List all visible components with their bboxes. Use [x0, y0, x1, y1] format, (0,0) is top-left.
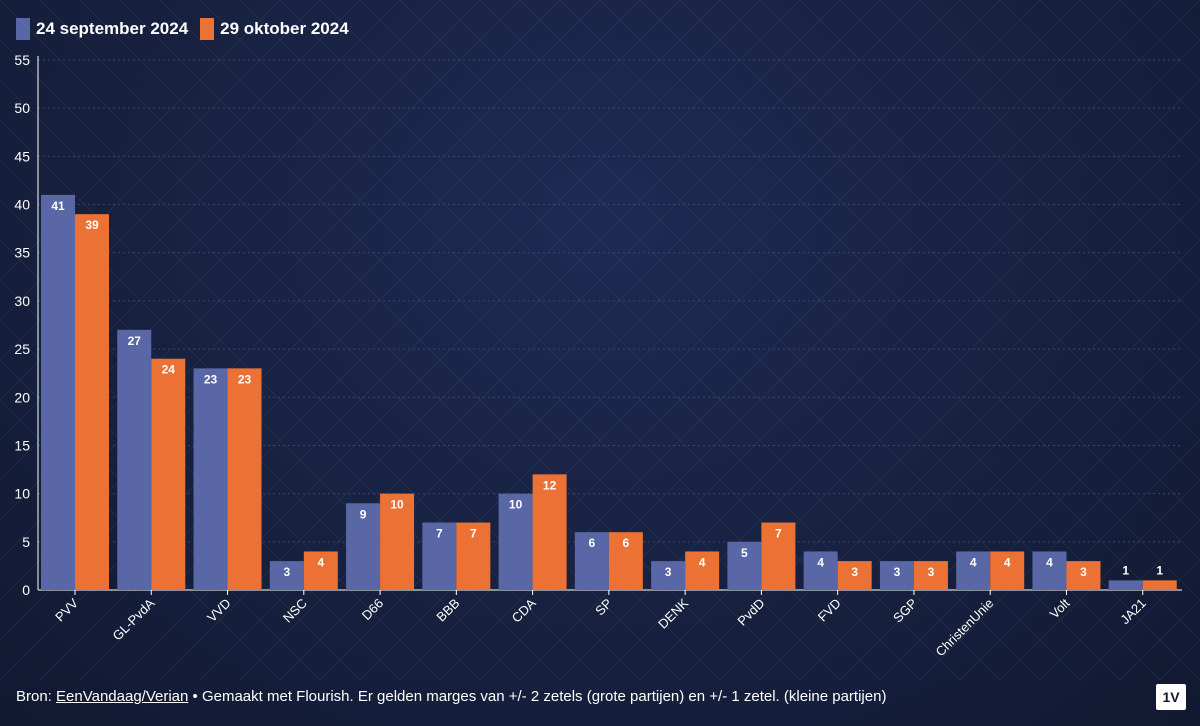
data-label: 10 — [390, 498, 404, 512]
x-category-label: Volt — [1047, 595, 1073, 621]
bar-1 — [803, 551, 838, 590]
bar-2 — [227, 368, 262, 590]
x-category-label: SP — [592, 596, 615, 619]
y-tick-label: 40 — [14, 197, 30, 213]
bar-2 — [685, 551, 720, 590]
eenvandaag-logo: 1V — [1156, 684, 1186, 710]
y-tick-label: 0 — [22, 582, 30, 598]
data-label: 3 — [851, 565, 858, 579]
data-label: 27 — [128, 334, 142, 348]
data-label: 6 — [589, 536, 596, 550]
bar-1 — [193, 368, 228, 590]
bar-2 — [990, 551, 1025, 590]
data-label: 5 — [741, 546, 748, 560]
x-category-label: ChristenUnie — [933, 596, 997, 660]
y-tick-label: 5 — [22, 534, 30, 550]
data-label: 4 — [817, 555, 824, 569]
bar-2 — [913, 561, 948, 590]
data-label: 4 — [1004, 555, 1011, 569]
y-tick-label: 30 — [14, 293, 30, 309]
legend-item-series-2[interactable]: 29 oktober 2024 — [200, 18, 349, 40]
bar-1 — [727, 541, 762, 590]
bar-2 — [151, 358, 186, 590]
data-label: 3 — [1080, 565, 1087, 579]
data-label: 3 — [928, 565, 935, 579]
x-category-label: SGP — [890, 596, 920, 626]
data-label: 10 — [509, 498, 523, 512]
y-tick-label: 35 — [14, 245, 30, 261]
bar-2 — [75, 214, 109, 590]
data-label: 4 — [1046, 555, 1053, 569]
bar-chart: 05101520253035404550554139PVV2724GL-PvdA… — [0, 0, 1200, 680]
bar-1 — [41, 194, 75, 590]
bar-2 — [837, 561, 872, 590]
data-label: 12 — [543, 478, 557, 492]
data-label: 7 — [470, 527, 477, 541]
data-label: 39 — [85, 218, 99, 232]
y-tick-label: 25 — [14, 341, 30, 357]
footer-text: • Gemaakt met Flourish. Er gelden marges… — [188, 688, 887, 705]
bar-2 — [532, 474, 567, 590]
bar-2 — [380, 493, 415, 590]
data-label: 3 — [665, 565, 672, 579]
bar-2 — [761, 522, 796, 590]
legend-label-series-2: 29 oktober 2024 — [220, 19, 349, 38]
legend: 24 september 2024 29 oktober 2024 — [16, 16, 349, 42]
bar-1 — [117, 329, 152, 590]
legend-swatch-series-2 — [200, 18, 215, 40]
bar-1 — [498, 493, 533, 590]
data-label: 6 — [623, 536, 630, 550]
data-label: 24 — [162, 363, 176, 377]
x-category-label: PvdD — [734, 596, 767, 629]
data-label: 41 — [51, 199, 65, 213]
bar-1 — [1108, 580, 1143, 590]
bar-1 — [269, 561, 304, 590]
bar-1 — [651, 561, 686, 590]
y-tick-label: 55 — [14, 52, 30, 68]
x-category-label: NSC — [280, 596, 310, 626]
x-category-label: VVD — [204, 596, 234, 626]
x-category-label: CDA — [509, 595, 539, 625]
y-tick-label: 45 — [14, 148, 30, 164]
x-category-label: BBB — [433, 596, 462, 625]
y-tick-label: 20 — [14, 389, 30, 405]
data-label: 4 — [317, 555, 324, 569]
data-label: 23 — [238, 372, 252, 386]
source-link[interactable]: EenVandaag/Verian — [56, 688, 189, 705]
legend-item-series-1[interactable]: 24 september 2024 — [16, 18, 188, 40]
bar-1 — [879, 561, 914, 590]
bar-1 — [346, 503, 381, 590]
bar-2 — [303, 551, 338, 590]
data-label: 1 — [1156, 563, 1163, 577]
bar-2 — [608, 532, 643, 590]
x-category-label: GL-PvdA — [109, 595, 157, 643]
data-label: 3 — [894, 565, 901, 579]
y-tick-label: 15 — [14, 437, 30, 453]
data-label: 4 — [699, 555, 706, 569]
bar-2 — [1142, 580, 1177, 590]
footer-prefix: Bron: — [16, 688, 57, 705]
data-label: 7 — [436, 527, 443, 541]
data-label: 9 — [360, 507, 367, 521]
data-label: 3 — [283, 565, 290, 579]
y-tick-label: 50 — [14, 100, 30, 116]
bar-1 — [1032, 551, 1067, 590]
bar-2 — [1066, 561, 1101, 590]
legend-label-series-1: 24 september 2024 — [36, 19, 189, 38]
bar-1 — [956, 551, 991, 590]
bar-2 — [456, 522, 491, 590]
x-category-label: JA21 — [1117, 596, 1149, 628]
data-label: 23 — [204, 372, 218, 386]
x-category-label: DENK — [655, 595, 691, 631]
source-footer: Bron: EenVandaag/Verian • Gemaakt met Fl… — [16, 688, 886, 705]
x-category-label: D66 — [359, 596, 386, 623]
data-label: 4 — [970, 555, 977, 569]
data-label: 1 — [1122, 563, 1129, 577]
bar-1 — [574, 532, 609, 590]
x-category-label: PVV — [52, 595, 81, 624]
data-label: 7 — [775, 527, 782, 541]
bar-1 — [422, 522, 457, 590]
legend-swatch-series-1 — [16, 18, 30, 40]
y-tick-label: 10 — [14, 486, 30, 502]
